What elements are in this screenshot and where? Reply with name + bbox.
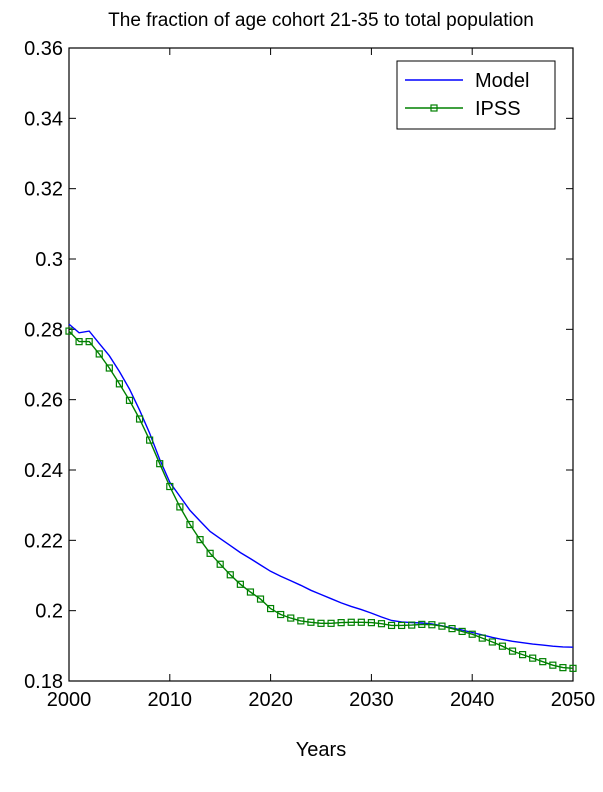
y-tick-label: 0.34 xyxy=(24,108,63,130)
y-tick-label: 0.18 xyxy=(24,671,63,693)
series-point-ipss xyxy=(408,621,416,629)
series-point-ipss xyxy=(387,621,396,630)
series-point-ipss xyxy=(196,536,204,544)
legend: Model IPSS xyxy=(396,60,556,130)
series-point-ipss xyxy=(498,642,507,650)
series-point-ipss xyxy=(166,482,174,491)
series-point-ipss xyxy=(256,595,265,603)
series-point-ipss xyxy=(125,396,134,404)
x-tick-label: 2010 xyxy=(148,689,193,711)
series-point-ipss xyxy=(478,634,486,642)
series-point-ipss xyxy=(418,620,426,628)
series-point-ipss xyxy=(277,610,285,619)
y-tick-label: 0.22 xyxy=(24,530,63,552)
series-point-ipss xyxy=(156,460,164,468)
series-line-model xyxy=(68,323,574,648)
y-tick-label: 0.3 xyxy=(35,249,63,271)
series-point-ipss xyxy=(569,664,577,672)
series-point-ipss xyxy=(297,617,305,625)
y-tick-label: 0.32 xyxy=(24,179,63,201)
series-point-ipss xyxy=(85,338,93,346)
series-point-ipss xyxy=(347,618,355,626)
series-point-ipss xyxy=(327,619,335,627)
y-tick-label: 0.36 xyxy=(24,38,63,60)
series-point-ipss xyxy=(186,520,194,529)
series-point-ipss xyxy=(105,364,113,372)
series-point-ipss xyxy=(95,350,103,358)
series-point-ipss xyxy=(135,415,144,423)
series-point-ipss xyxy=(518,651,527,659)
series-point-ipss xyxy=(236,580,244,588)
x-axis-label: Years xyxy=(296,739,346,761)
y-tick-label: 0.24 xyxy=(24,460,63,482)
series-point-ipss xyxy=(216,560,224,568)
plot-area: 0.18 0.2 0.22 0.24 0.26 0.28 0.3 0.32 0.34 0.36 20… xyxy=(24,38,595,711)
legend-box xyxy=(396,60,556,130)
series-point-ipss xyxy=(539,658,547,666)
series-point-ipss xyxy=(267,604,275,613)
series-point-ipss xyxy=(357,618,365,626)
series-point-ipss xyxy=(458,627,466,636)
series-point-ipss xyxy=(287,614,295,622)
x-tick-label: 2000 xyxy=(47,689,92,711)
series-point-ipss xyxy=(508,647,517,655)
series-point-ipss xyxy=(75,338,83,346)
series-point-ipss xyxy=(337,619,345,627)
series-point-ipss xyxy=(549,661,557,669)
x-tick-label: 2020 xyxy=(248,689,293,711)
series-point-ipss xyxy=(367,619,375,627)
legend-marker-ipss xyxy=(430,104,438,112)
series-point-ipss xyxy=(307,618,315,626)
series-point-ipss xyxy=(559,664,567,672)
x-tick-label: 2030 xyxy=(349,689,394,711)
chart-title: The fraction of age cohort 21-35 to tota… xyxy=(108,10,534,31)
series-point-ipss xyxy=(377,620,386,628)
series-point-ipss xyxy=(226,571,234,579)
y-tick-label: 0.28 xyxy=(24,319,63,341)
series-point-ipss xyxy=(206,549,214,557)
y-tick-label: 0.2 xyxy=(35,601,63,623)
series-point-ipss xyxy=(468,630,476,638)
series-point-ipss xyxy=(65,327,73,335)
series-point-ipss xyxy=(146,436,154,444)
series-point-ipss xyxy=(448,625,456,633)
legend-label-model: Model xyxy=(475,70,529,92)
series-point-ipss xyxy=(398,621,406,630)
y-tick-label: 0.26 xyxy=(24,390,63,412)
series-point-ipss xyxy=(529,654,537,662)
series-point-ipss xyxy=(246,588,255,596)
series-point-ipss xyxy=(176,503,184,511)
x-tick-label: 2050 xyxy=(551,689,596,711)
x-tick-label: 2040 xyxy=(450,689,495,711)
plot-frame xyxy=(68,47,574,682)
series-point-ipss xyxy=(428,621,436,629)
legend-label-ipss: IPSS xyxy=(475,98,521,120)
series-point-ipss xyxy=(488,638,496,646)
series-point-ipss xyxy=(115,380,124,388)
series-point-ipss xyxy=(438,622,446,630)
series-line-ipss xyxy=(68,330,574,669)
series-point-ipss xyxy=(317,619,325,627)
